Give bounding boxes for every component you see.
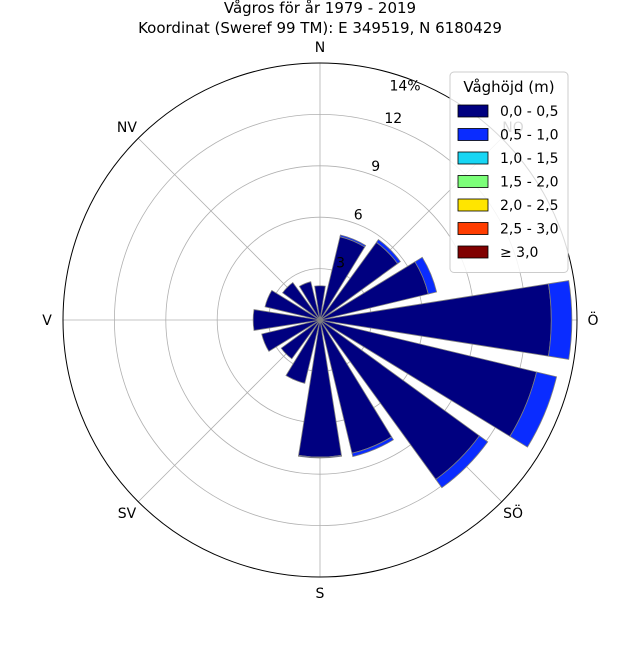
legend-swatch	[457, 128, 489, 141]
legend-label: 1,5 - 2,0	[500, 175, 558, 191]
sector-bar-0-bin-0	[314, 285, 326, 321]
legend-label: 0,0 - 0,5	[500, 104, 558, 120]
direction-label: S	[316, 586, 325, 602]
radial-tick-label: 6	[354, 207, 363, 223]
radial-tick-label: 3	[336, 256, 345, 272]
radial-tick-label: 9	[371, 159, 380, 175]
legend-label: 2,0 - 2,5	[500, 198, 558, 214]
sector-bar-15-bin-0	[298, 281, 321, 321]
direction-label: N	[315, 40, 325, 56]
sector-bar-2-bin-1	[375, 239, 401, 265]
sector-bar-3-bin-1	[414, 256, 438, 295]
legend-title: Våghöjd (m)	[463, 78, 554, 96]
radial-ticks: 3 6 9 12 14%	[336, 79, 420, 272]
legend-swatch	[457, 151, 489, 165]
legend-label: 2,5 - 3,0	[500, 222, 558, 238]
chart-title: Vågros för år 1979 - 2019	[224, 0, 416, 17]
sector-bar-8-bin-1	[297, 454, 343, 459]
legend-swatch	[457, 198, 489, 212]
legend-label: ≥ 3,0	[500, 245, 538, 261]
radial-tick-label: 12	[384, 111, 402, 127]
direction-label: SV	[118, 506, 137, 522]
direction-label: Ö	[587, 311, 598, 329]
sector-bars	[252, 234, 573, 489]
direction-label: SÖ	[503, 504, 523, 522]
legend-swatch	[457, 222, 489, 235]
sector-bar-7-bin-1	[351, 436, 394, 458]
legend: Våghöjd (m) 0,0 - 0,5 0,5 - 1,0 1,0 - 1,5 1,…	[449, 71, 569, 273]
legend-label: 1,0 - 1,5	[500, 151, 558, 167]
legend-swatch	[457, 104, 489, 118]
sector-bar-9-bin-0	[285, 319, 321, 384]
sector-bar-1-bin-1	[339, 234, 367, 248]
radial-tick-label: 14%	[389, 79, 420, 95]
sector-bar-13-bin-0	[264, 289, 321, 321]
chart-subtitle: Koordinat (Sweref 99 TM): E 349519, N 61…	[138, 19, 502, 37]
legend-label: 0,5 - 1,0	[500, 128, 558, 144]
direction-label: V	[42, 313, 52, 329]
sector-bar-4-bin-1	[547, 280, 573, 360]
legend-box	[449, 71, 569, 273]
sector-bar-12-bin-0	[252, 309, 321, 331]
legend-swatch	[457, 245, 489, 259]
outer-ring	[62, 62, 578, 578]
direction-label: NV	[117, 120, 137, 136]
sector-bar-10-bin-0	[280, 319, 321, 360]
sector-bar-6-bin-1	[435, 435, 489, 489]
legend-swatch	[457, 175, 489, 188]
sector-bar-14-bin-0	[282, 282, 321, 321]
sector-bar-11-bin-0	[261, 319, 321, 352]
sector-bar-5-bin-1	[509, 371, 558, 448]
